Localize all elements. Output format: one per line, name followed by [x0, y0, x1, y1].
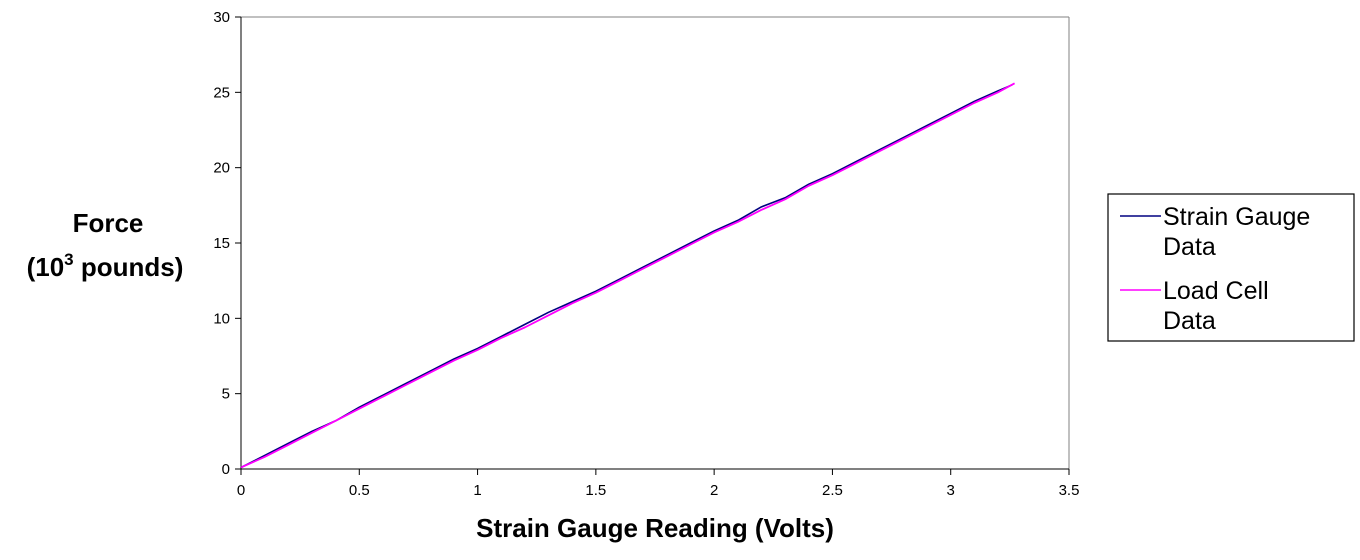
legend-label-strain-gauge-line2: Data: [1163, 233, 1216, 261]
x-tick-label: 2: [710, 482, 718, 499]
x-tick-label: 1.5: [585, 482, 606, 499]
x-tick-label: 0.5: [349, 482, 370, 499]
legend-entry-strain-gauge: Strain Gauge Data: [1120, 203, 1310, 261]
x-axis-title: Strain Gauge Reading (Volts): [476, 513, 834, 543]
y-tick-label: 15: [213, 235, 230, 252]
y-axis-title-prefix: (10: [27, 252, 65, 282]
y-axis-title-sup: 3: [64, 250, 73, 269]
legend-label-load-cell-line1: Load Cell: [1163, 277, 1269, 305]
plot-area: [240, 16, 1070, 470]
y-tick-label: 5: [222, 386, 230, 403]
y-tick-label: 30: [213, 9, 230, 26]
legend: Strain Gauge Data Load Cell Data: [1107, 193, 1355, 342]
legend-box: [1107, 193, 1355, 342]
x-tick-label: 3: [947, 482, 955, 499]
series-line-strain-gauge: [240, 84, 1013, 469]
legend-label-strain-gauge-line1: Strain Gauge: [1163, 203, 1310, 231]
series-group: [240, 82, 1016, 469]
y-tick-label: 10: [213, 310, 230, 327]
y-tick-label: 25: [213, 84, 230, 101]
y-axis-title-line2: (103 pounds): [27, 250, 184, 282]
y-axis-title: Force (103 pounds): [27, 208, 184, 282]
legend-label-load-cell-line2: Data: [1163, 307, 1216, 335]
y-tick-label: 20: [213, 160, 230, 177]
y-axis-title-line1: Force: [73, 208, 144, 238]
series-line-load-cell: [240, 82, 1016, 469]
y-axis-title-suffix: pounds): [74, 252, 184, 282]
x-tick-label: 0: [237, 482, 245, 499]
x-tick-label: 3.5: [1059, 482, 1080, 499]
x-tick-label: 1: [473, 482, 481, 499]
x-axis: 0 0.5 1 1.5 2 2.5 3 3.5: [237, 469, 1080, 499]
y-tick-label: 0: [222, 461, 230, 478]
legend-entry-load-cell: Load Cell Data: [1120, 277, 1269, 335]
y-axis: 0 5 10 15 20 25 30: [213, 9, 241, 478]
x-tick-label: 2.5: [822, 482, 843, 499]
